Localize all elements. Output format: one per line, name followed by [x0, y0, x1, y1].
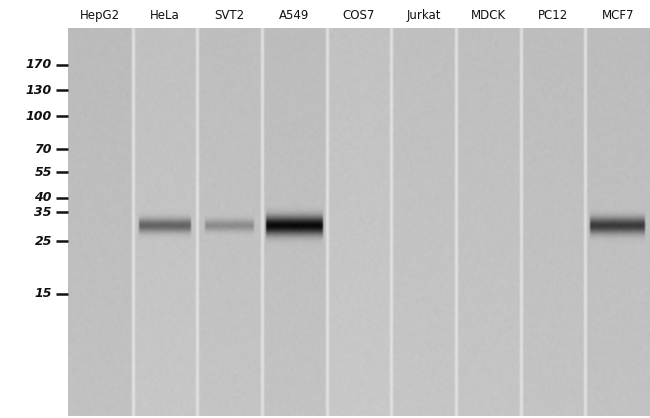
Text: HeLa: HeLa	[150, 9, 180, 22]
Text: 55: 55	[34, 166, 52, 179]
Text: 40: 40	[34, 191, 52, 204]
Text: A549: A549	[279, 9, 309, 22]
Text: 35: 35	[34, 206, 52, 219]
Text: MDCK: MDCK	[471, 9, 506, 22]
Text: 170: 170	[26, 59, 52, 71]
Text: 15: 15	[34, 287, 52, 300]
Text: PC12: PC12	[538, 9, 568, 22]
Text: Jurkat: Jurkat	[406, 9, 441, 22]
Text: COS7: COS7	[343, 9, 375, 22]
Text: MCF7: MCF7	[601, 9, 634, 22]
Text: SVT2: SVT2	[214, 9, 245, 22]
Text: HepG2: HepG2	[80, 9, 120, 22]
Text: 100: 100	[26, 110, 52, 123]
Text: 25: 25	[34, 235, 52, 248]
Text: 130: 130	[26, 84, 52, 97]
Text: 70: 70	[34, 143, 52, 155]
